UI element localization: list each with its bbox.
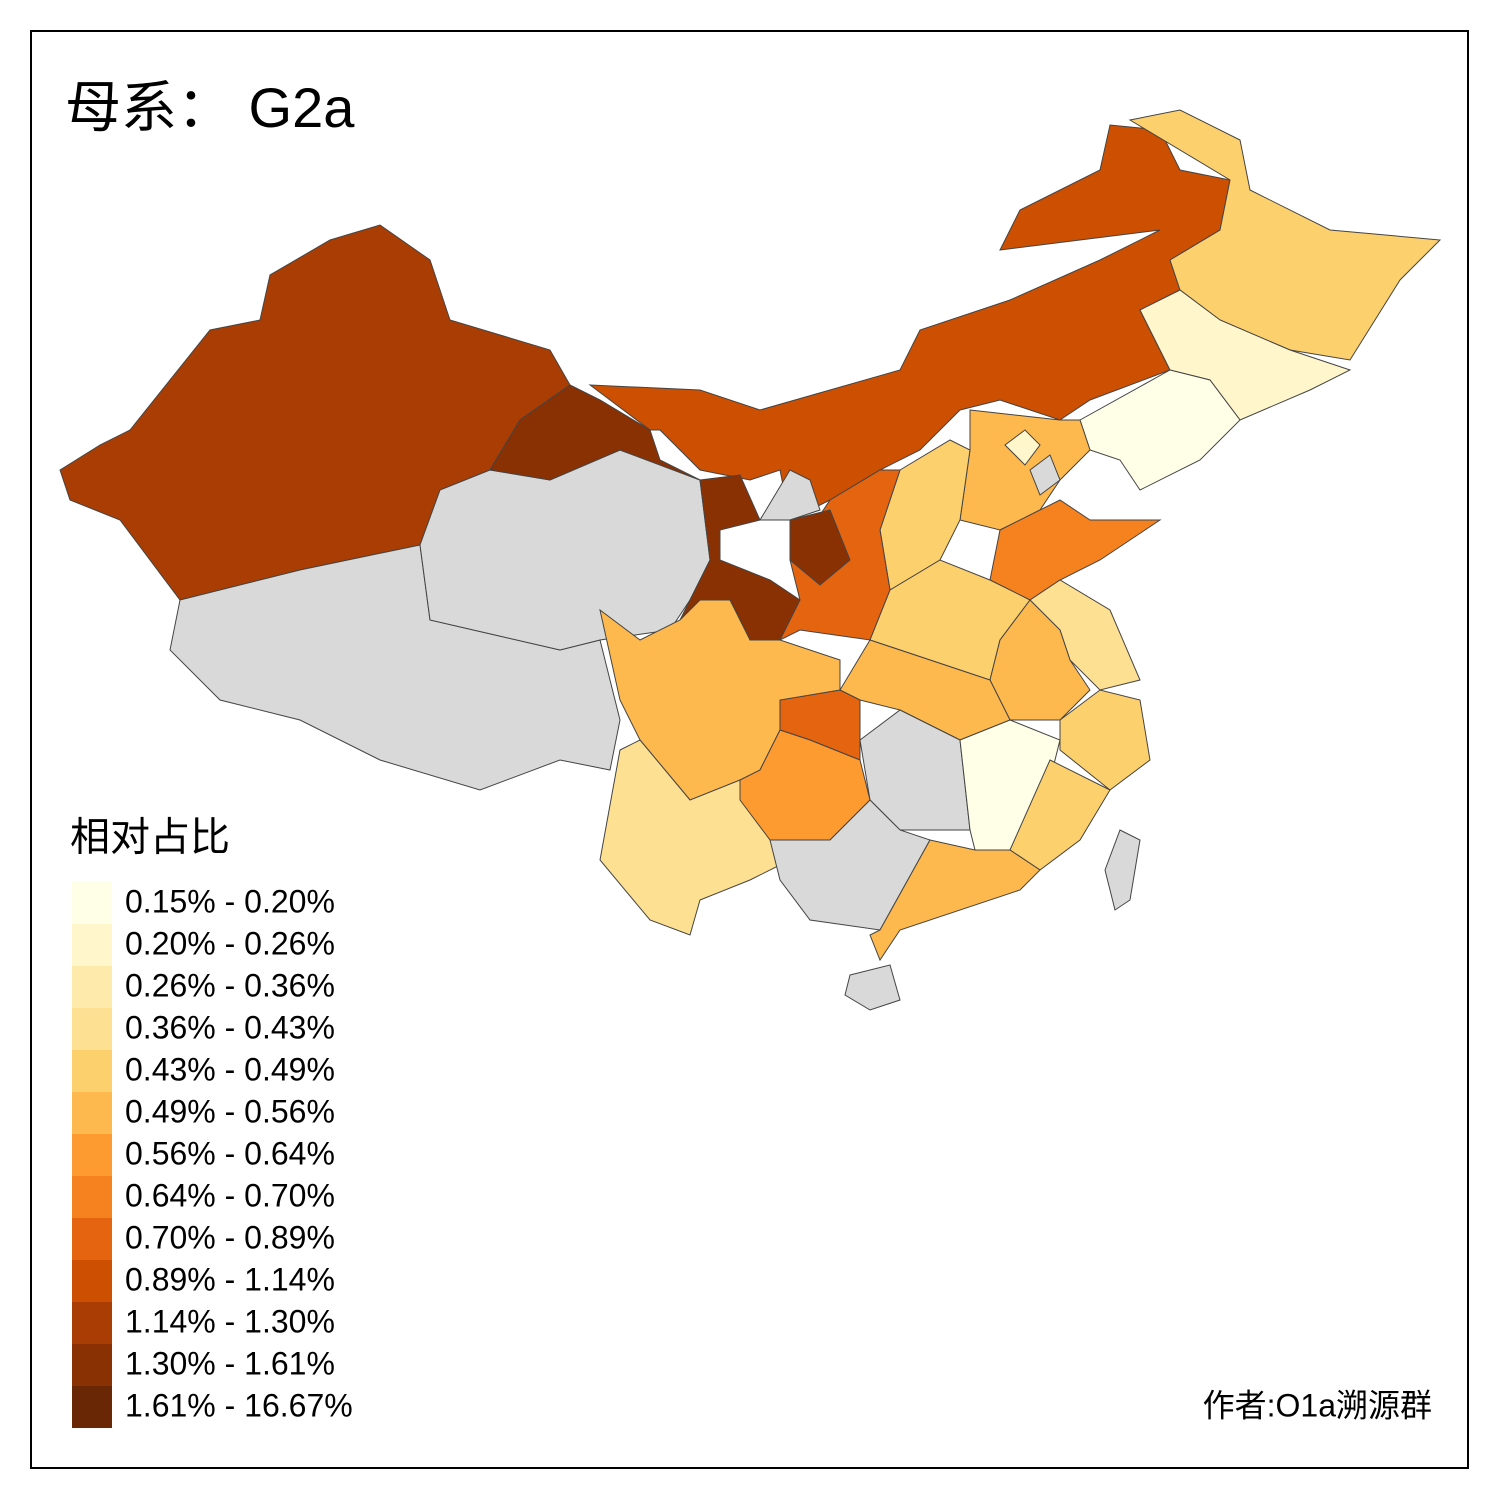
legend-label: 0.15% - 0.20% xyxy=(125,883,335,919)
region xyxy=(1128,109,1442,361)
legend-swatch xyxy=(72,1344,112,1386)
legend-label: 1.14% - 1.30% xyxy=(125,1303,335,1339)
legend-label: 0.70% - 0.89% xyxy=(125,1219,335,1255)
legend-swatch xyxy=(72,1260,112,1302)
region xyxy=(1009,759,1111,871)
legend-label: 0.43% - 0.49% xyxy=(125,1051,335,1087)
legend-swatch xyxy=(72,1386,112,1428)
legend-swatch xyxy=(72,966,112,1008)
legend-label: 1.61% - 16.67% xyxy=(125,1387,353,1423)
legend-title: 相对占比 xyxy=(70,816,230,860)
author-credit: 作者:O1a溯源群 xyxy=(1203,1387,1432,1423)
region xyxy=(489,384,801,641)
legend-swatch xyxy=(72,1092,112,1134)
legend-swatch xyxy=(72,882,112,924)
legend-label: 0.49% - 0.56% xyxy=(125,1093,335,1129)
region xyxy=(1004,429,1041,466)
legend-swatch xyxy=(72,1218,112,1260)
legend-swatch xyxy=(72,1302,112,1344)
region xyxy=(844,964,901,1011)
region xyxy=(869,839,1041,962)
region xyxy=(1029,454,1061,496)
region xyxy=(759,469,821,521)
region xyxy=(739,729,871,841)
legend-label: 0.26% - 0.36% xyxy=(125,967,335,1003)
legend-label: 0.20% - 0.26% xyxy=(125,925,335,961)
region xyxy=(1059,689,1151,791)
legend-swatch xyxy=(72,1176,112,1218)
legend-swatch xyxy=(72,1008,112,1050)
region xyxy=(1104,829,1141,911)
legend-label: 0.89% - 1.14% xyxy=(125,1261,335,1297)
legend-swatch xyxy=(72,924,112,966)
legend-label: 1.30% - 1.61% xyxy=(125,1345,335,1381)
legend: 0.15% - 0.20% 0.20% - 0.26% 0.26% - 0.36% 0… xyxy=(72,882,353,1428)
legend-label: 0.64% - 0.70% xyxy=(125,1177,335,1213)
map-title: 母系： G2a xyxy=(65,76,355,139)
region xyxy=(789,509,851,586)
provinces xyxy=(59,109,1442,1011)
legend-swatch xyxy=(72,1134,112,1176)
legend-swatch xyxy=(72,1050,112,1092)
legend-label: 0.56% - 0.64% xyxy=(125,1135,335,1171)
region xyxy=(1079,369,1241,491)
legend-label: 0.36% - 0.43% xyxy=(125,1009,335,1045)
